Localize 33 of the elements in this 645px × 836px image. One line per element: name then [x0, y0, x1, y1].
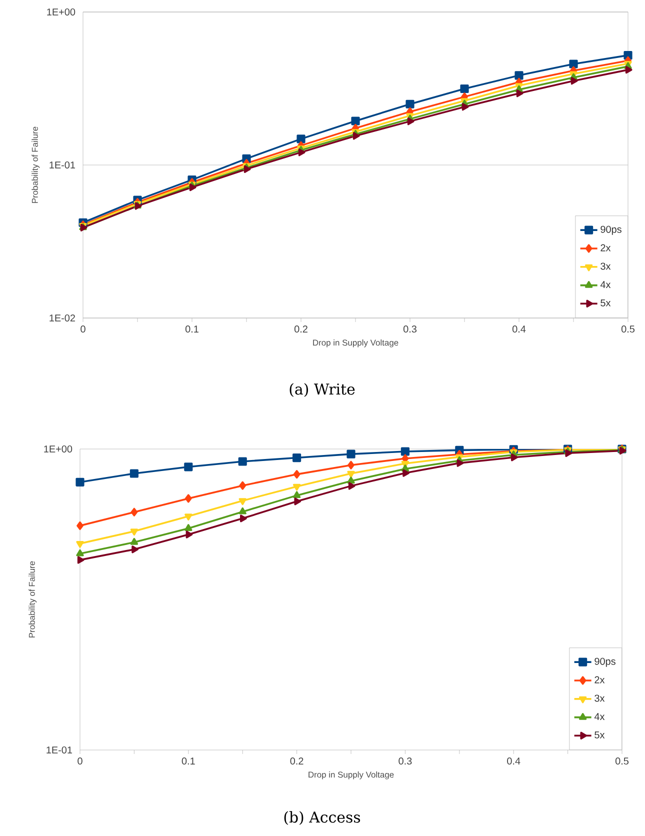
x-tick-label: 0.5 — [615, 758, 629, 765]
x-tick-label: 0.2 — [294, 326, 308, 333]
legend-label: 90ps — [594, 658, 616, 667]
x-tick-label: 0 — [80, 326, 86, 333]
legend-label: 2x — [600, 244, 611, 252]
x-tick-label: 0.1 — [185, 326, 198, 333]
text: (b) Access — [284, 811, 360, 825]
y-axis-title: Probability of Failure — [32, 126, 40, 203]
x-axis-title: Drop in Supply Voltage — [313, 339, 398, 348]
x-tick-label: 0.4 — [512, 326, 526, 333]
x-tick-label: 0.3 — [398, 758, 412, 765]
legend-label: 5x — [594, 731, 605, 738]
x-tick-label: 0.5 — [621, 326, 635, 333]
text: (a) Write — [290, 383, 355, 397]
x-tick-label: 0.1 — [182, 758, 195, 765]
legend-label: 2x — [594, 676, 605, 684]
x-tick-label: 0.2 — [290, 758, 304, 765]
legend-label: 3x — [600, 262, 611, 270]
y-tick-label: 1E+00 — [47, 8, 76, 16]
y-tick-label: 1E-01 — [50, 161, 75, 169]
legend-label: 4x — [594, 713, 605, 720]
y-tick-label: 1E+00 — [44, 445, 72, 453]
legend-label: 90ps — [600, 226, 622, 235]
y-tick-label: 1E-02 — [50, 314, 75, 322]
x-axis-title: Drop in Supply Voltage — [308, 771, 394, 780]
y-axis-title: Probability of Failure — [28, 561, 37, 638]
legend-label: 5x — [600, 299, 611, 306]
x-tick-label: 0.4 — [507, 758, 520, 765]
legend-label: 3x — [594, 694, 605, 702]
x-tick-label: 0.3 — [403, 326, 416, 333]
x-tick-label: 0 — [78, 758, 82, 765]
legend-label: 4x — [600, 281, 611, 288]
y-tick-label: 1E-01 — [46, 746, 72, 754]
